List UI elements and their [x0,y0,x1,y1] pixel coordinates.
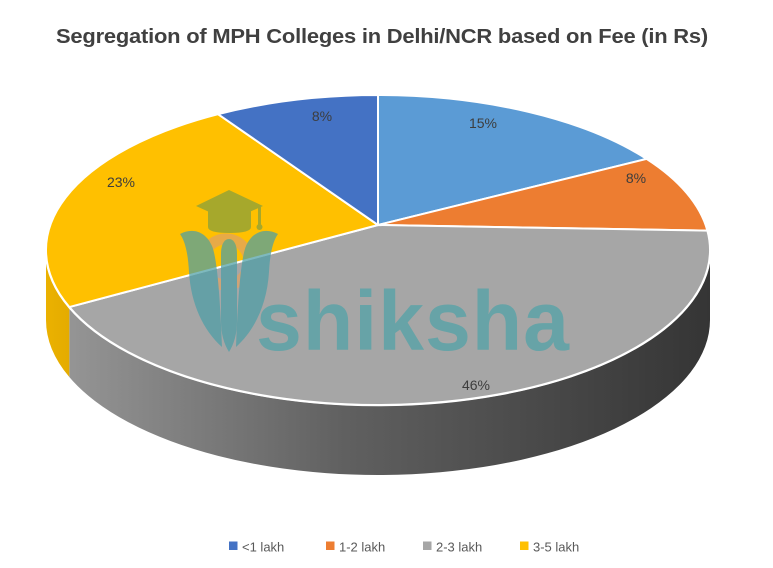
watermark: shiksha [180,190,570,368]
slice-data-label: 8% [626,170,646,186]
chart-title: Segregation of MPH Colleges in Delhi/NCR… [56,26,708,48]
slice-data-label: 8% [312,108,332,124]
pie-slice [377,94,648,226]
legend-swatch [520,541,529,550]
pie-slices [45,94,711,406]
pen-nib-icon [180,230,278,352]
legend-swatch [229,541,238,550]
legend-item: 2-3 lakh [423,540,482,555]
legend-swatch [423,541,432,550]
watermark-text: shiksha [256,274,570,368]
pie-slice-wall [69,250,710,476]
legend-label: 2-3 lakh [436,540,482,555]
graduation-cap-icon [196,190,263,233]
pie-slice [377,157,709,232]
legend-label: <1 lakh [242,540,284,555]
pie-data-labels: 15% 8% 46% 23% 8% [107,108,646,393]
slice-data-label: 23% [107,174,135,190]
legend-item: <1 lakh [229,540,284,555]
pie-slice [217,94,379,226]
legend-label: 3-5 lakh [533,540,579,555]
legend-item: 1-2 lakh [326,540,385,555]
slice-data-label: 46% [462,377,490,393]
legend-label: 1-2 lakh [339,540,385,555]
legend-swatch [326,541,335,550]
legend-item: 3-5 lakh [520,540,579,555]
slice-data-label: 15% [469,115,497,131]
legend: <1 lakh 1-2 lakh 2-3 lakh 3-5 lakh [229,540,579,555]
